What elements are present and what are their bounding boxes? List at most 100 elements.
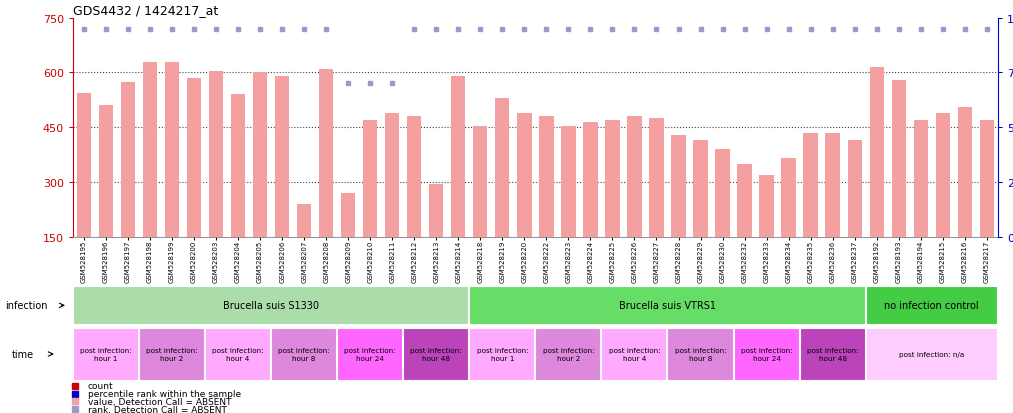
Bar xyxy=(539,117,553,237)
Bar xyxy=(826,133,840,237)
Text: GDS4432 / 1424217_at: GDS4432 / 1424217_at xyxy=(73,5,218,17)
Bar xyxy=(275,77,290,237)
Text: count: count xyxy=(88,382,113,390)
Text: GSM528215: GSM528215 xyxy=(940,240,946,282)
Bar xyxy=(495,99,510,237)
Text: GSM528234: GSM528234 xyxy=(786,240,791,282)
Bar xyxy=(561,126,575,237)
Text: GSM528232: GSM528232 xyxy=(742,240,748,282)
Bar xyxy=(231,95,245,237)
Text: GSM528216: GSM528216 xyxy=(961,240,967,282)
Text: percentile rank within the sample: percentile rank within the sample xyxy=(88,389,241,398)
Text: GSM528210: GSM528210 xyxy=(368,240,373,282)
Text: GSM528229: GSM528229 xyxy=(698,240,703,282)
Text: post infection:
hour 48: post infection: hour 48 xyxy=(806,347,858,361)
Bar xyxy=(891,81,906,237)
Bar xyxy=(143,62,157,237)
Bar xyxy=(77,93,91,237)
Text: GSM528198: GSM528198 xyxy=(147,240,153,282)
Bar xyxy=(606,121,620,237)
Bar xyxy=(649,119,664,237)
Text: GSM528220: GSM528220 xyxy=(522,240,528,282)
Bar xyxy=(385,114,399,237)
Text: GSM528235: GSM528235 xyxy=(807,240,813,282)
Bar xyxy=(73,328,138,380)
Text: post infection:
hour 24: post infection: hour 24 xyxy=(741,347,792,361)
Text: GSM528214: GSM528214 xyxy=(455,240,461,282)
Bar xyxy=(583,123,598,237)
Text: GSM528194: GSM528194 xyxy=(918,240,924,282)
Bar xyxy=(602,328,667,380)
Text: value, Detection Call = ABSENT: value, Detection Call = ABSENT xyxy=(88,397,231,406)
Bar xyxy=(430,185,444,237)
Text: infection: infection xyxy=(5,301,48,311)
Text: GSM528224: GSM528224 xyxy=(588,240,594,282)
Text: GSM528219: GSM528219 xyxy=(499,240,505,282)
Text: GSM528206: GSM528206 xyxy=(280,240,285,282)
Text: post infection:
hour 24: post infection: hour 24 xyxy=(344,347,396,361)
Text: GSM528199: GSM528199 xyxy=(169,240,175,282)
Text: no infection control: no infection control xyxy=(884,301,979,311)
Text: GSM528218: GSM528218 xyxy=(477,240,483,282)
Text: post infection:
hour 8: post infection: hour 8 xyxy=(675,347,726,361)
Text: GSM528217: GSM528217 xyxy=(984,240,990,282)
Text: GSM528192: GSM528192 xyxy=(873,240,879,282)
Bar xyxy=(668,328,732,380)
Bar xyxy=(866,287,997,325)
Bar xyxy=(271,328,336,380)
Bar xyxy=(693,141,708,237)
Bar xyxy=(866,328,997,380)
Bar xyxy=(451,77,465,237)
Text: post infection:
hour 8: post infection: hour 8 xyxy=(279,347,330,361)
Bar xyxy=(469,287,865,325)
Text: GSM528204: GSM528204 xyxy=(235,240,241,282)
Text: GSM528222: GSM528222 xyxy=(543,240,549,282)
Text: post infection: n/a: post infection: n/a xyxy=(900,351,964,357)
Bar xyxy=(403,328,468,380)
Bar xyxy=(733,328,798,380)
Bar xyxy=(781,159,796,237)
Bar xyxy=(407,117,421,237)
Bar xyxy=(469,328,535,380)
Text: GSM528211: GSM528211 xyxy=(389,240,395,282)
Bar xyxy=(209,71,223,237)
Text: post infection:
hour 2: post infection: hour 2 xyxy=(543,347,595,361)
Bar xyxy=(363,121,378,237)
Bar xyxy=(936,114,950,237)
Text: GSM528196: GSM528196 xyxy=(103,240,109,282)
Bar xyxy=(627,117,641,237)
Bar xyxy=(715,150,729,237)
Text: GSM528226: GSM528226 xyxy=(631,240,637,282)
Text: GSM528205: GSM528205 xyxy=(257,240,263,282)
Text: GSM528197: GSM528197 xyxy=(125,240,131,282)
Text: post infection:
hour 48: post infection: hour 48 xyxy=(410,347,462,361)
Text: GSM528225: GSM528225 xyxy=(610,240,616,282)
Bar xyxy=(121,83,135,237)
Text: GSM528233: GSM528233 xyxy=(764,240,770,282)
Bar xyxy=(73,287,468,325)
Bar xyxy=(205,328,270,380)
Text: GSM528195: GSM528195 xyxy=(81,240,87,282)
Bar xyxy=(672,135,686,237)
Text: post infection:
hour 2: post infection: hour 2 xyxy=(146,347,198,361)
Text: GSM528193: GSM528193 xyxy=(895,240,902,282)
Text: GSM528237: GSM528237 xyxy=(852,240,858,282)
Bar xyxy=(760,176,774,237)
Text: GSM528207: GSM528207 xyxy=(301,240,307,282)
Text: GSM528200: GSM528200 xyxy=(191,240,198,282)
Text: GSM528236: GSM528236 xyxy=(830,240,836,282)
Text: GSM528208: GSM528208 xyxy=(323,240,329,282)
Bar xyxy=(980,121,994,237)
Bar xyxy=(341,194,356,237)
Text: rank, Detection Call = ABSENT: rank, Detection Call = ABSENT xyxy=(88,405,227,413)
Bar xyxy=(535,328,601,380)
Bar xyxy=(518,114,532,237)
Text: GSM528209: GSM528209 xyxy=(345,240,352,282)
Text: Brucella suis S1330: Brucella suis S1330 xyxy=(223,301,319,311)
Bar xyxy=(869,68,884,237)
Bar xyxy=(737,164,752,237)
Bar xyxy=(957,108,971,237)
Text: post infection:
hour 4: post infection: hour 4 xyxy=(609,347,660,361)
Bar xyxy=(337,328,402,380)
Bar xyxy=(799,328,865,380)
